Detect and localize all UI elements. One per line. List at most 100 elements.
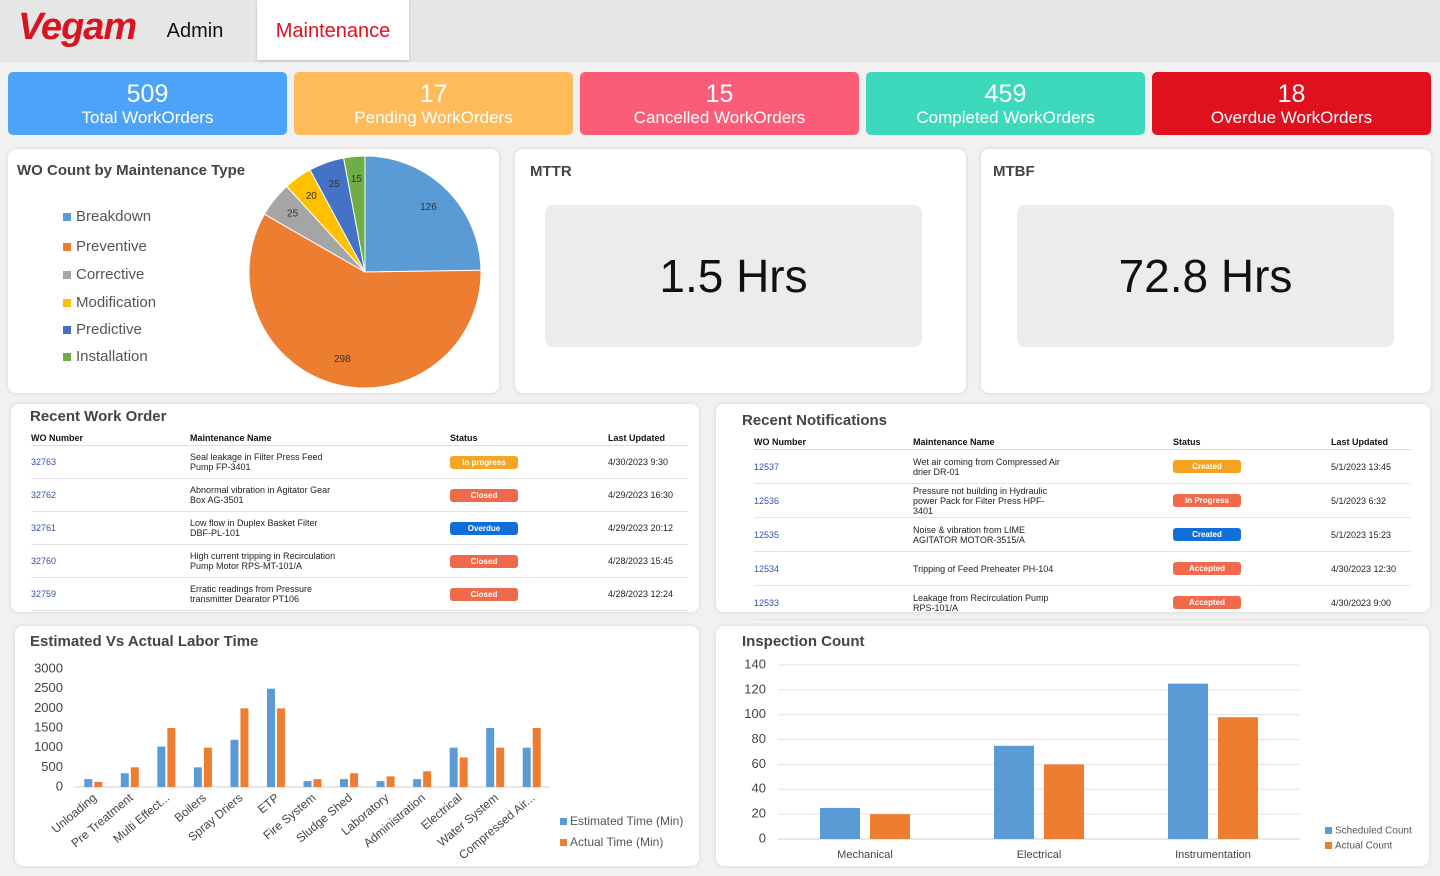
chart-title: WO Count by Maintenance Type xyxy=(17,162,245,179)
bar xyxy=(994,745,1034,839)
wo-number[interactable]: 32762 xyxy=(31,478,190,512)
status-pill: Closed xyxy=(450,488,518,502)
wo-number[interactable]: 12537 xyxy=(754,449,913,484)
column-header: WO Number xyxy=(754,435,913,450)
table: WO Number Maintenance Name Status Last Upda… xyxy=(754,435,1411,620)
wo-number[interactable]: 12535 xyxy=(754,517,913,552)
chart: WO Count by Maintenance Type 126 Breakdown… xyxy=(17,155,482,389)
slice-label: 25 xyxy=(329,179,341,190)
kpi-value: 509 xyxy=(126,80,169,108)
pie-slice xyxy=(364,155,482,273)
bar xyxy=(423,771,432,787)
status-cell: Closed xyxy=(450,544,608,578)
mttr-panel: MTTR 1.5 Hrs xyxy=(515,149,966,393)
legend-label: Preventive xyxy=(76,238,147,255)
kpi-value: 15 xyxy=(705,80,734,108)
inspection-panel: Inspection Count 0 20 40 60 80 100 120 140 Mechan… xyxy=(716,626,1429,866)
status-pill: Accepted xyxy=(1173,562,1241,575)
panel-title: Recent Work Order xyxy=(30,408,167,425)
column-header: Maintenance Name xyxy=(913,435,1173,450)
wo-number[interactable]: 12533 xyxy=(754,585,913,620)
legend-swatch xyxy=(560,818,567,825)
kpi-card[interactable]: 459 Completed WorkOrders xyxy=(866,72,1145,135)
wo-number[interactable]: 32759 xyxy=(31,577,190,611)
bar xyxy=(157,746,166,787)
y-tick-label: 500 xyxy=(41,759,63,774)
legend-label: Modification xyxy=(76,294,156,311)
last-updated: 4/28/2023 12:24 xyxy=(608,577,688,611)
kpi-card[interactable]: 509 Total WorkOrders xyxy=(8,72,287,135)
legend-label: Predictive xyxy=(76,321,142,338)
bar xyxy=(313,779,322,787)
table: WO Number Maintenance Name Status Last Upda… xyxy=(31,431,688,611)
bar xyxy=(167,728,176,787)
legend-label: Scheduled Count xyxy=(1335,826,1412,837)
last-updated: 4/28/2023 15:45 xyxy=(608,544,688,578)
status-cell: In progress xyxy=(450,445,608,479)
wo-number[interactable]: 32760 xyxy=(31,544,190,578)
legend-swatch xyxy=(63,271,71,279)
metric-value: 72.8 Hrs xyxy=(1017,205,1394,347)
legend-label: Installation xyxy=(76,348,148,365)
bar xyxy=(193,767,202,787)
labor-panel: Estimated Vs Actual Labor Time 0 500 1000 15… xyxy=(15,626,699,866)
bar xyxy=(84,779,93,787)
last-updated: 5/1/2023 6:32 xyxy=(1331,483,1411,518)
bar xyxy=(449,747,458,787)
column-header: Last Updated xyxy=(608,431,688,446)
header-row: WO Number Maintenance Name Status Last Upda… xyxy=(31,431,688,446)
table-head: WO Number Maintenance Name Status Last Upda… xyxy=(31,431,688,446)
bar xyxy=(340,779,349,787)
y-tick-label: 3000 xyxy=(34,660,63,675)
bar xyxy=(413,779,422,787)
maintenance-name: Low flow in Duplex Basket Filter DBF-PL-… xyxy=(190,511,450,545)
legend-swatch xyxy=(63,326,71,334)
wo-number[interactable]: 12534 xyxy=(754,551,913,586)
status-pill: Overdue xyxy=(450,521,518,535)
kpi-card[interactable]: 15 Cancelled WorkOrders xyxy=(580,72,859,135)
column-header: Last Updated xyxy=(1331,435,1411,450)
y-tick-label: 1500 xyxy=(34,719,63,734)
last-updated: 4/29/2023 16:30 xyxy=(608,478,688,512)
table-row: 12537 Wet air coming from Compressed Air … xyxy=(754,449,1411,484)
y-tick-label: 20 xyxy=(752,806,766,821)
y-tick-label: 2000 xyxy=(34,700,63,715)
status-cell: Closed xyxy=(450,478,608,512)
bar xyxy=(820,807,860,839)
y-tick-label: 40 xyxy=(752,781,766,796)
kpi-value: 17 xyxy=(419,80,448,108)
y-tick-label: 100 xyxy=(744,706,766,721)
column-header: Status xyxy=(450,431,608,446)
tab[interactable]: Admin xyxy=(166,20,224,42)
kpi-card[interactable]: 17 Pending WorkOrders xyxy=(294,72,573,135)
table-body: 12537 Wet air coming from Compressed Air … xyxy=(754,449,1411,620)
wo-number[interactable]: 32763 xyxy=(31,445,190,479)
maintenance-name: Abnormal vibration in Agitator Gear Box … xyxy=(190,478,450,512)
legend-swatch xyxy=(63,299,71,307)
bar xyxy=(1044,764,1084,839)
column-header: WO Number xyxy=(31,431,190,446)
chart: Estimated Vs Actual Labor Time 0 500 1000 15… xyxy=(30,633,683,862)
y-tick-label: 120 xyxy=(744,681,766,696)
kpi-card[interactable]: 18 Overdue WorkOrders xyxy=(1152,72,1431,135)
maintenance-name: Seal leakage in Filter Press Feed Pump F… xyxy=(190,445,450,479)
metric-value: 1.5 Hrs xyxy=(545,205,922,347)
legend-swatch xyxy=(1325,842,1332,849)
notification-panel: Recent Notifications WO Number Maintenance… xyxy=(716,404,1430,620)
pie-panel: WO Count by Maintenance Type 126 Breakdown… xyxy=(8,149,499,393)
logo[interactable]: Vegam xyxy=(18,6,137,48)
header-row: WO Number Maintenance Name Status Last Upda… xyxy=(754,435,1411,450)
status-cell: Closed xyxy=(450,577,608,611)
tab-active[interactable]: Maintenance xyxy=(257,0,409,60)
status-cell: Created xyxy=(1173,449,1331,484)
legend-label: Actual Count xyxy=(1335,841,1392,852)
status-pill: Closed xyxy=(450,587,518,601)
bar xyxy=(94,781,103,787)
wo-number[interactable]: 32761 xyxy=(31,511,190,545)
status-cell: Overdue xyxy=(450,511,608,545)
x-tick-label: Instrumentation xyxy=(1175,849,1251,861)
maintenance-name: High current tripping in Recirculation P… xyxy=(190,544,450,578)
x-tick-label: Electrical xyxy=(1017,849,1062,861)
panel-title: MTTR xyxy=(530,163,572,180)
wo-number[interactable]: 12536 xyxy=(754,483,913,518)
